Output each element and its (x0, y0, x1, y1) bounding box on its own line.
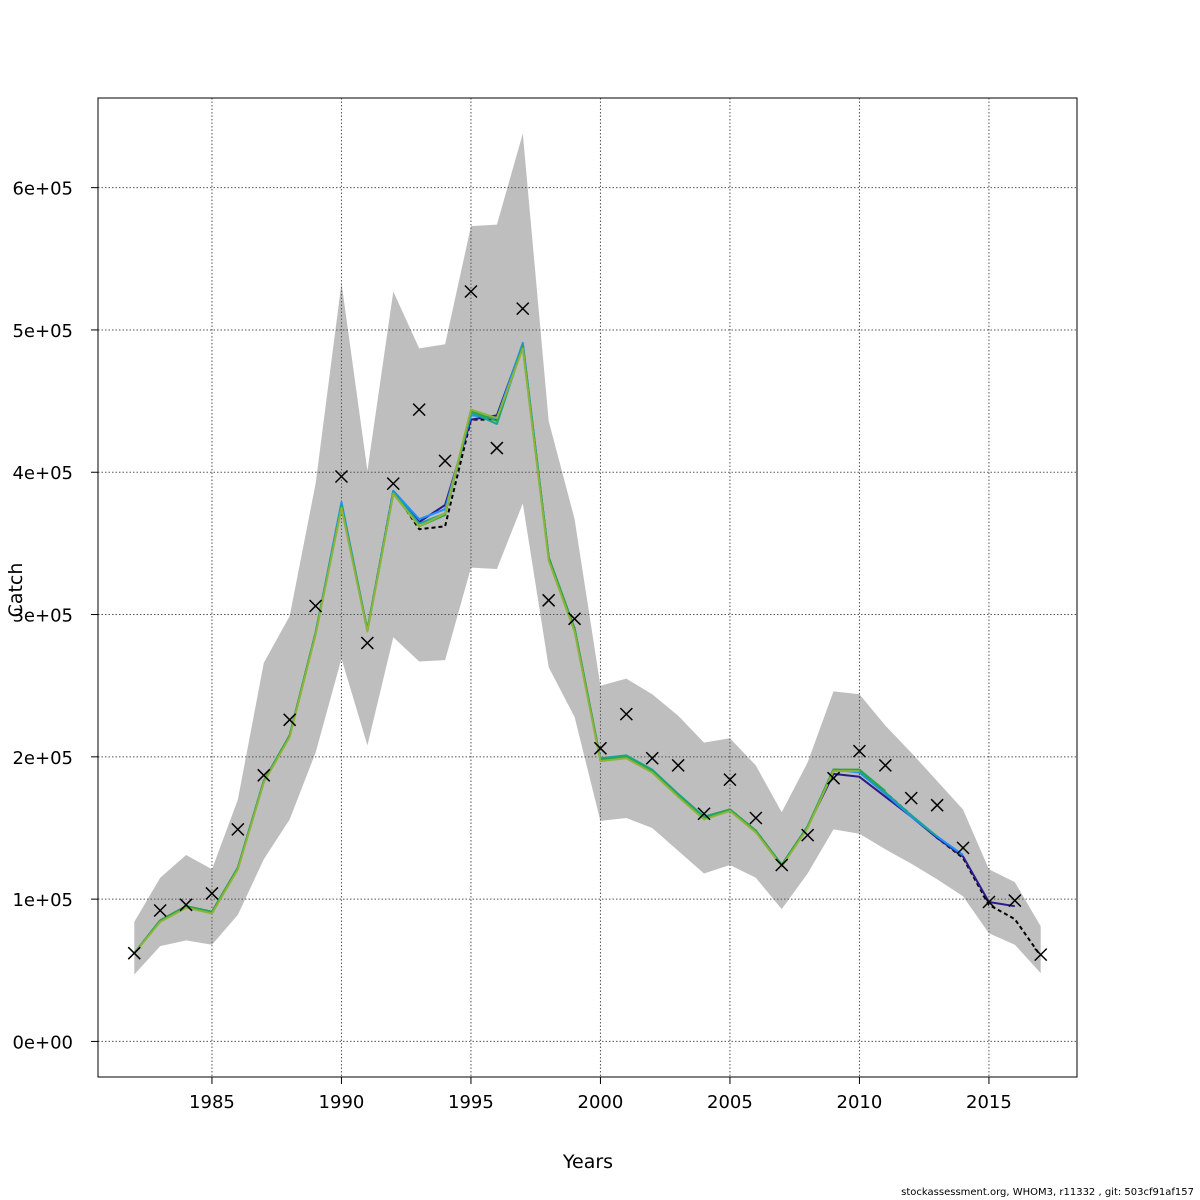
observed-point (697, 807, 711, 821)
y-axis: 0e+00 1e+05 2e+05 3e+05 4e+05 5e+05 6e+05 (12, 179, 98, 1053)
observed-point (386, 477, 400, 491)
y-tick-label: 5e+05 (12, 321, 73, 342)
observed-point (956, 841, 970, 855)
y-tick-label: 0e+00 (12, 1032, 73, 1053)
y-tick-label: 4e+05 (12, 463, 73, 484)
observed-point (852, 744, 866, 758)
observed-point (516, 302, 530, 316)
x-axis-title: Years (562, 1151, 613, 1173)
footer-note: stockassessment.org, WHOM3, r11332 , git… (901, 1187, 1194, 1198)
observed-point (464, 284, 478, 299)
x-tick-label: 2015 (966, 1092, 1012, 1113)
observed-point (283, 713, 297, 727)
observed-point (568, 612, 582, 626)
observed-point (542, 593, 556, 607)
observed-point (490, 441, 504, 455)
observed-point (309, 599, 323, 613)
observed-point (153, 903, 167, 918)
series-line-5 (133, 347, 860, 954)
x-axis: 1985 1990 1995 2000 2005 2010 2015 (189, 1077, 1012, 1113)
observed-point (179, 898, 193, 912)
y-axis-title: Catch (5, 563, 27, 618)
x-tick-label: 2005 (707, 1092, 753, 1113)
observed-point (1008, 894, 1022, 908)
confidence-band-layer (134, 133, 1041, 975)
observed-point (127, 946, 141, 960)
y-tick-label: 3e+05 (12, 606, 73, 627)
x-tick-label: 1990 (319, 1092, 365, 1113)
observed-point (1034, 948, 1048, 962)
observed-point (723, 773, 737, 787)
observed-point (749, 811, 763, 825)
y-tick-label: 2e+05 (12, 748, 73, 769)
observed-point (982, 895, 996, 909)
observed-point (930, 798, 944, 812)
x-tick-label: 2000 (578, 1092, 624, 1113)
observed-point (801, 828, 815, 842)
observed-point (593, 741, 607, 755)
observed-point (619, 707, 633, 721)
x-tick-label: 1985 (189, 1092, 235, 1113)
observed-point (827, 771, 841, 785)
observed-point (438, 454, 452, 468)
observed-point (645, 751, 659, 765)
observed-point (257, 768, 271, 782)
x-tick-label: 1995 (448, 1092, 494, 1113)
observed-point (904, 791, 918, 805)
grid-layer (98, 98, 1077, 1077)
series-layer (133, 341, 1042, 957)
observed-point (671, 758, 685, 772)
y-tick-label: 1e+05 (12, 890, 73, 911)
observed-point (775, 858, 789, 872)
observed-point (334, 469, 348, 484)
observed-point (205, 886, 219, 900)
confidence-band (134, 133, 1041, 975)
y-tick-label: 6e+05 (12, 179, 73, 200)
x-tick-label: 2010 (837, 1092, 883, 1113)
observed-point (878, 758, 892, 772)
observed-point (360, 636, 374, 650)
observed-point (231, 822, 245, 836)
plot-frame (97, 97, 1078, 1078)
observed-catch-layer (127, 284, 1048, 962)
observed-point (412, 403, 426, 417)
